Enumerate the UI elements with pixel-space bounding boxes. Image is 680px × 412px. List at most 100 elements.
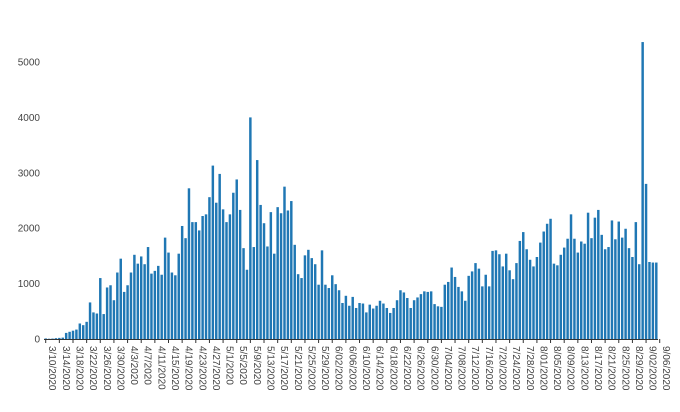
bar xyxy=(218,173,221,339)
bar xyxy=(71,330,75,339)
bar xyxy=(303,255,307,339)
x-tick-label: 8/25/2020 xyxy=(619,346,630,391)
x-tick-label: 3/14/2020 xyxy=(60,346,71,391)
bar xyxy=(116,272,119,339)
y-tick-label: 1000 xyxy=(18,279,41,290)
bar xyxy=(614,239,617,339)
y-tick-label: 5000 xyxy=(18,58,41,69)
bar xyxy=(532,266,535,339)
bar xyxy=(389,312,392,339)
bar xyxy=(409,307,412,339)
bar xyxy=(648,261,651,339)
bar xyxy=(174,275,177,339)
x-tick-label: 8/13/2020 xyxy=(578,346,589,391)
bar xyxy=(580,241,583,339)
bar xyxy=(644,183,648,339)
x-tick-label: 3/10/2020 xyxy=(46,346,57,391)
bar xyxy=(122,291,126,339)
bar xyxy=(64,332,68,339)
bar xyxy=(477,268,481,339)
bar xyxy=(501,266,505,339)
bar xyxy=(58,337,61,339)
bar xyxy=(508,270,511,339)
bar xyxy=(402,292,406,339)
x-tick-label: 8/17/2020 xyxy=(592,346,603,391)
bar xyxy=(443,284,447,339)
bar xyxy=(368,304,371,339)
bar xyxy=(610,220,614,339)
bar xyxy=(157,265,160,339)
x-axis: 3/10/2020 3/14/2020 3/18/2020 3/22/2020 3/26… xyxy=(44,339,671,391)
x-tick-label: 5/25/2020 xyxy=(305,346,316,391)
bar xyxy=(348,305,351,339)
bar xyxy=(211,165,215,339)
bar xyxy=(487,286,491,339)
bar xyxy=(163,237,167,339)
bar xyxy=(504,253,508,339)
bar xyxy=(586,212,590,339)
x-tick-label: 3/30/2020 xyxy=(114,346,125,391)
bar xyxy=(515,263,518,339)
bar xyxy=(204,214,208,339)
x-tick-label: 7/20/2020 xyxy=(496,346,507,391)
bar xyxy=(522,232,525,339)
bar xyxy=(136,263,140,339)
bar xyxy=(310,258,313,339)
bar xyxy=(167,252,170,339)
x-tick-label: 8/29/2020 xyxy=(633,346,644,391)
bar xyxy=(255,160,259,339)
y-tick-label: 4000 xyxy=(18,113,41,124)
x-tick-label: 6/30/2020 xyxy=(428,346,439,391)
bar xyxy=(559,254,563,339)
bar xyxy=(474,263,477,339)
bar xyxy=(160,274,163,339)
bar xyxy=(187,188,191,339)
bar xyxy=(44,338,47,339)
bar xyxy=(494,250,498,339)
bar xyxy=(293,244,296,339)
x-tick-label: 4/3/2020 xyxy=(128,346,139,385)
x-tick-label: 9/02/2020 xyxy=(647,346,658,391)
x-tick-label: 5/29/2020 xyxy=(319,346,330,391)
bar xyxy=(177,253,180,339)
bar xyxy=(528,259,532,339)
bar xyxy=(201,216,204,339)
y-tick-label: 0 xyxy=(34,335,40,346)
bar xyxy=(354,307,358,339)
x-tick-label: 9/06/2020 xyxy=(660,346,671,391)
bar xyxy=(634,222,638,339)
x-tick-label: 5/17/2020 xyxy=(278,346,289,391)
bar xyxy=(392,307,395,339)
bar xyxy=(641,42,644,340)
x-tick-label: 6/22/2020 xyxy=(401,346,412,391)
x-tick-label: 5/21/2020 xyxy=(292,346,303,391)
bar xyxy=(631,257,634,339)
bar xyxy=(525,249,528,339)
x-tick-label: 3/18/2020 xyxy=(73,346,84,391)
x-tick-label: 7/24/2020 xyxy=(510,346,521,391)
bar xyxy=(92,312,95,339)
bar xyxy=(99,278,102,339)
bar xyxy=(600,234,603,339)
x-tick-label: 6/06/2020 xyxy=(346,346,357,391)
bar-series xyxy=(44,42,658,340)
bar xyxy=(170,272,174,339)
bar xyxy=(426,291,429,339)
bar xyxy=(562,247,566,339)
bar xyxy=(194,222,198,339)
bar xyxy=(655,262,658,339)
bar xyxy=(283,186,286,339)
x-tick-label: 6/18/2020 xyxy=(387,346,398,391)
x-tick-label: 4/27/2020 xyxy=(210,346,221,391)
bar xyxy=(436,306,440,339)
bar xyxy=(624,228,627,339)
bar xyxy=(617,221,620,339)
bar xyxy=(491,250,494,339)
bar xyxy=(590,238,593,339)
x-tick-label: 4/23/2020 xyxy=(196,346,207,391)
bar xyxy=(334,284,337,339)
bar xyxy=(262,223,266,339)
bar xyxy=(569,214,573,339)
bar xyxy=(566,238,569,339)
